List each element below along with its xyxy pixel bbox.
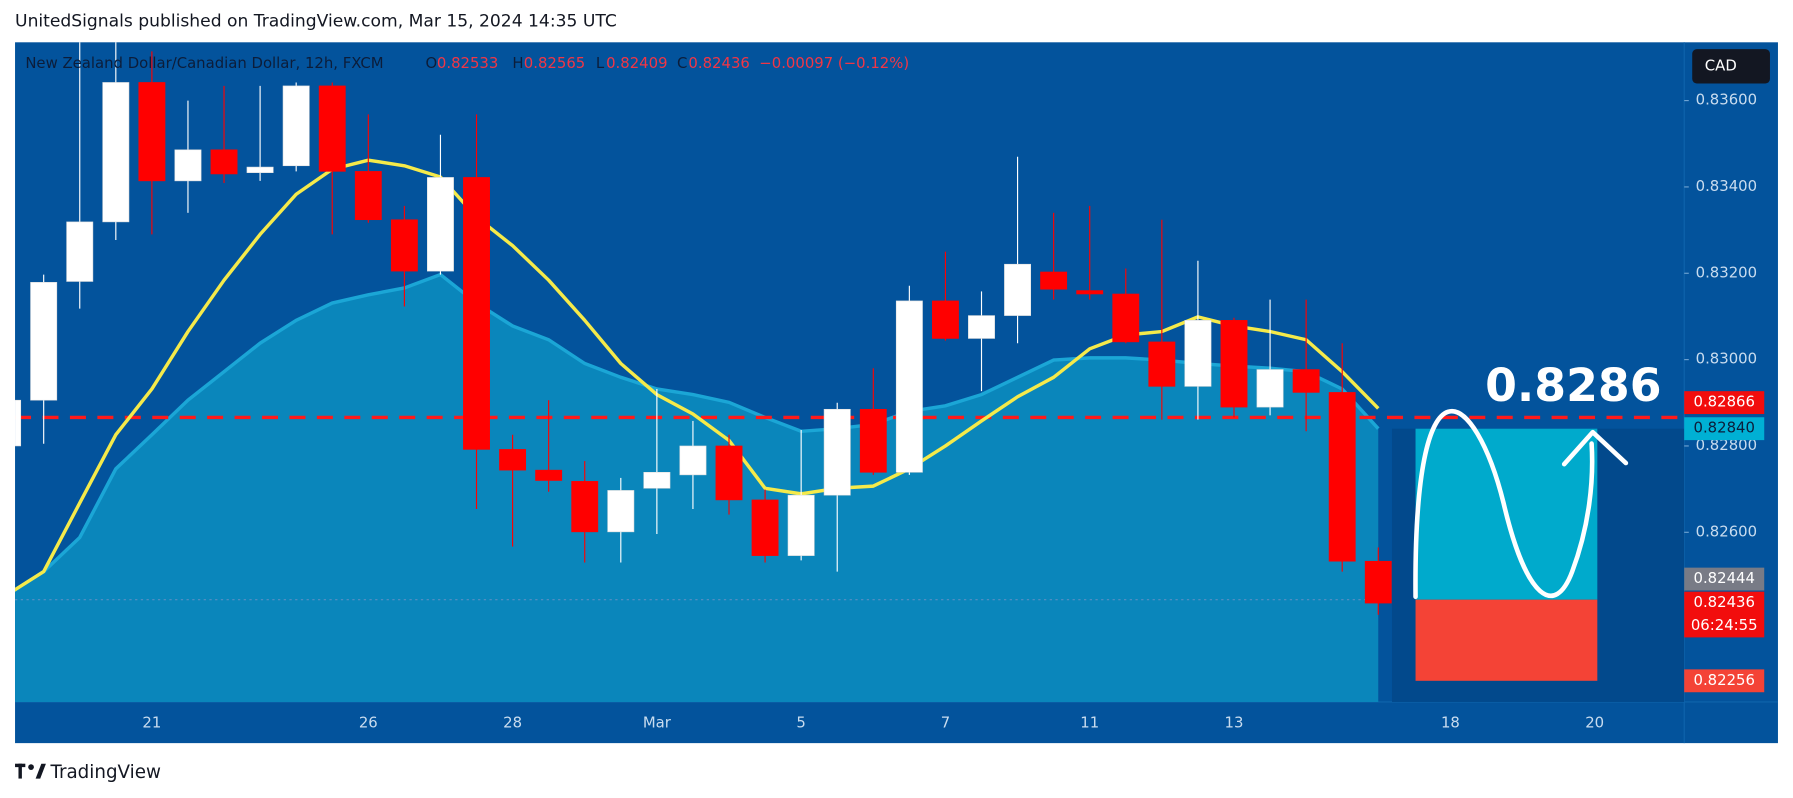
candle-body (1364, 560, 1392, 604)
candle-body (318, 85, 346, 172)
legend-symbol: New Zealand Dollar/Canadian Dollar, 12h,… (25, 54, 383, 72)
candle-body (931, 300, 959, 339)
x-tick-label: 21 (142, 714, 161, 732)
candle-body (174, 149, 202, 182)
candle-body (535, 469, 563, 481)
x-tick-label: 28 (503, 714, 522, 732)
x-tick-label: 20 (1585, 714, 1604, 732)
plot (15, 42, 1685, 702)
legend-high-value: 0.82565 (524, 54, 585, 72)
x-tick-label: Mar (643, 714, 672, 732)
price-line-tag-bg (1684, 391, 1765, 415)
candle-body (463, 177, 490, 450)
position-stop (1415, 599, 1598, 681)
candle-body (1256, 369, 1284, 408)
candle-body (715, 445, 743, 501)
currency-button[interactable] (1692, 49, 1770, 84)
candle-body (751, 499, 779, 556)
candle-body (643, 472, 671, 489)
legend-open-value: 0.82533 (437, 54, 498, 72)
last-price-tag-bg (1684, 591, 1765, 638)
candle-body (1328, 392, 1356, 562)
candle-body (390, 219, 418, 272)
last-price-tag: 0.82436 (1693, 593, 1754, 611)
target-tag: 0.82840 (1693, 419, 1754, 437)
legend-low-value: 0.82409 (606, 54, 667, 72)
stop-tag: 0.82256 (1693, 671, 1754, 689)
legend-open: O (425, 54, 437, 72)
overlay: 0.82600 0.82800 0.83000 0.83200 0.83400 0.836… (25, 54, 1765, 732)
candle-body (210, 149, 238, 175)
y-tick-label: 0.82800 (1696, 436, 1757, 454)
price-line-tag: 0.82866 (1693, 393, 1754, 411)
candle-body (354, 171, 382, 221)
candle-body (823, 408, 851, 496)
drawn-arrow (1561, 429, 1629, 467)
legend-close: C (677, 54, 687, 72)
candle-body (1148, 341, 1176, 387)
candle-body (787, 494, 815, 556)
candle-body (102, 82, 130, 223)
candle-body (1220, 320, 1248, 408)
x-tick-label: 13 (1225, 714, 1244, 732)
y-tick-label: 0.83600 (1696, 91, 1757, 109)
y-tick-label: 0.83400 (1696, 177, 1757, 195)
header: UnitedSignals published on TradingView.c… (15, 12, 617, 32)
candle-body (1004, 263, 1032, 316)
legend-change: −0.00097 (−0.12%) (759, 54, 909, 72)
y-tick-label: 0.83200 (1696, 263, 1757, 281)
candle-body (15, 399, 22, 447)
footer-brand: TradingView (49, 762, 161, 783)
x-tick-label: 7 (941, 714, 950, 732)
logo (15, 763, 46, 779)
candle-body (282, 85, 310, 167)
candle-body (571, 481, 599, 533)
y-tick-label: 0.82600 (1696, 522, 1757, 540)
y-tick-label: 0.83000 (1696, 350, 1757, 368)
candle-body (607, 490, 635, 533)
candle-body (1112, 293, 1140, 343)
candle-body (1076, 290, 1104, 295)
moving-average (15, 158, 1380, 592)
legend-high: H (512, 54, 523, 72)
entry-tag: 0.82444 (1693, 569, 1754, 587)
candle-body (30, 282, 58, 401)
candle-body (246, 166, 274, 173)
candle-body (1040, 271, 1068, 290)
legend-close-value: 0.82436 (688, 54, 749, 72)
x-tick-label: 11 (1080, 714, 1099, 732)
x-tick-label: 26 (359, 714, 378, 732)
last-price-tag-countdown: 06:24:55 (1691, 616, 1758, 634)
candle-body (66, 221, 94, 282)
candle-body (427, 177, 454, 272)
x-tick-label: 5 (796, 714, 805, 732)
legend-low: L (596, 54, 605, 72)
candle-body (968, 315, 995, 339)
candle-body (895, 300, 923, 473)
candle-body (138, 82, 166, 182)
candle-body (499, 449, 527, 471)
area (15, 274, 1379, 702)
target-tag-bg (1684, 417, 1765, 441)
candle-body (679, 445, 707, 476)
entry-tag-bg (1684, 567, 1765, 591)
drawn-curve (1413, 409, 1595, 600)
x-tick-label: 18 (1441, 714, 1460, 732)
candle-body (859, 408, 887, 473)
currency-label: CAD (1705, 56, 1737, 74)
candle-body (1292, 369, 1320, 393)
annotation: 0.8286 (1485, 359, 1661, 412)
stop-tag-bg (1684, 669, 1765, 693)
candle-body (1184, 320, 1212, 387)
